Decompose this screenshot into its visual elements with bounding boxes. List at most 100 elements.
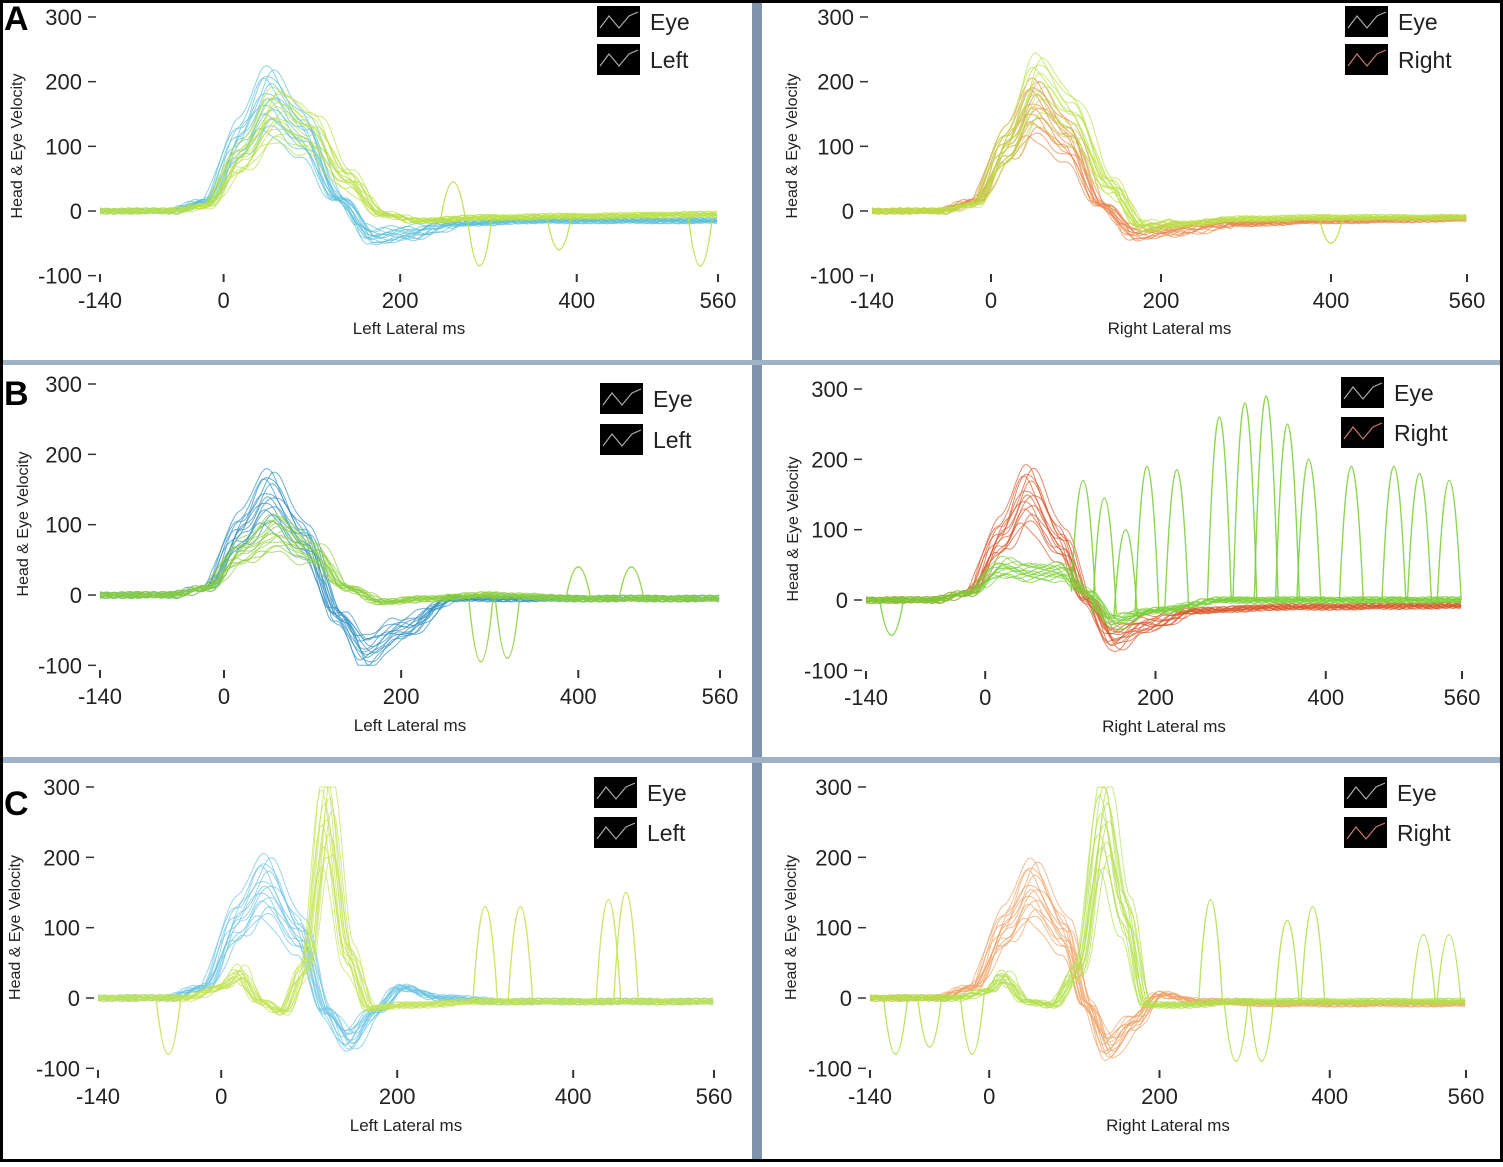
- legend-label: Right: [1397, 820, 1451, 846]
- legend-item-eye: Eye: [600, 383, 693, 414]
- y-tick-label: -100: [38, 653, 82, 678]
- eye-trace: [871, 57, 1467, 233]
- eye-trace: [97, 786, 714, 1017]
- wave-icon: [1347, 49, 1387, 67]
- x-axis-label: Left Lateral ms: [354, 716, 466, 735]
- eye-spike: [959, 994, 985, 1055]
- y-tick-label: 100: [815, 916, 852, 941]
- x-axis-label: Right Lateral ms: [1106, 1116, 1230, 1135]
- y-axis-label: Head & Eye Velocity: [783, 855, 800, 1000]
- legend-item-left: Left: [594, 817, 686, 848]
- y-tick-label: 300: [45, 372, 82, 397]
- y-tick-label: -100: [810, 264, 854, 289]
- divider-ab: [0, 360, 1503, 365]
- y-tick-label: 0: [840, 986, 852, 1011]
- legend-item-eye: Eye: [597, 6, 690, 37]
- y-tick-label: 0: [70, 583, 82, 608]
- eye-trace: [97, 786, 714, 1017]
- x-tick-label: -140: [844, 685, 888, 710]
- x-axis-label: Left Lateral ms: [350, 1116, 462, 1135]
- y-axis-label: Head & Eye Velocity: [785, 457, 802, 602]
- wave-icon: [1343, 422, 1383, 440]
- eye-trace: [865, 562, 1462, 625]
- legend-swatch: [600, 383, 643, 414]
- series-eye: [97, 786, 714, 1055]
- x-tick-label: 200: [383, 684, 420, 709]
- x-tick-label: 560: [1449, 288, 1486, 313]
- y-tick-label: 100: [45, 513, 82, 538]
- eye-spike: [546, 216, 573, 251]
- y-axis-label: Head & Eye Velocity: [784, 74, 801, 219]
- wave-icon: [1343, 382, 1383, 400]
- legend-item-eye: Eye: [594, 777, 687, 808]
- y-tick-label: 0: [70, 199, 82, 224]
- eye-trace: [99, 97, 718, 224]
- panel-3: B 300 200 100 0 -100 -140 0 200 400 560 Left Latera…: [4, 372, 738, 735]
- legend-label: Eye: [1397, 780, 1437, 806]
- eye-spike: [1296, 458, 1322, 601]
- eye-trace: [99, 90, 718, 224]
- eye-trace: [99, 515, 720, 604]
- x-tick-label: -140: [848, 1084, 892, 1109]
- eye-trace: [871, 98, 1467, 228]
- panel-2: 300 200 100 0 -100-140 0 200 400 560 Right Latera…: [784, 5, 1485, 338]
- y-tick-label: 100: [817, 134, 854, 159]
- eye-spike: [1223, 1001, 1249, 1062]
- series-eye: [865, 395, 1462, 636]
- eye-spike: [1113, 528, 1139, 619]
- x-tick-label: -140: [78, 288, 122, 313]
- eye-spike: [565, 566, 592, 599]
- x-tick-label: 560: [1448, 1084, 1485, 1109]
- x-tick-label: 400: [1313, 288, 1350, 313]
- x-tick-label: 200: [1143, 288, 1180, 313]
- panel-letter: B: [4, 375, 29, 413]
- eye-spike: [687, 214, 714, 267]
- eye-trace: [865, 563, 1462, 625]
- head-trace: [871, 87, 1467, 242]
- x-tick-label: 0: [215, 1084, 227, 1109]
- y-tick-label: 100: [811, 518, 848, 543]
- y-axis-label: Head & Eye Velocity: [7, 855, 24, 1000]
- eye-trace: [871, 64, 1467, 233]
- x-axis-label: Right Lateral ms: [1108, 319, 1232, 338]
- eye-spike: [1197, 899, 1224, 1004]
- eye-spike: [1091, 497, 1118, 615]
- x-tick-label: 0: [985, 288, 997, 313]
- x-tick-label: 560: [696, 1084, 733, 1109]
- y-tick-label: 300: [45, 5, 82, 30]
- legend-label: Eye: [653, 386, 693, 412]
- x-axis-label: Right Lateral ms: [1102, 717, 1226, 736]
- legend-label: Eye: [647, 780, 687, 806]
- x-tick-label: 560: [702, 684, 739, 709]
- legend-swatch: [1341, 377, 1384, 408]
- eye-spike: [1410, 934, 1437, 1002]
- y-tick-label: 200: [45, 70, 82, 95]
- eye-spike: [507, 906, 534, 1002]
- x-tick-label: 400: [1307, 685, 1344, 710]
- y-tick-label: 300: [811, 377, 848, 402]
- wave-icon: [602, 388, 642, 406]
- eye-spike: [612, 891, 640, 1002]
- legend-swatch: [1344, 817, 1387, 848]
- eye-spike: [595, 899, 622, 1002]
- legend-item-eye: Eye: [1344, 777, 1437, 808]
- y-tick-label: 0: [842, 199, 854, 224]
- x-tick-label: 400: [560, 684, 597, 709]
- y-tick-label: 100: [43, 916, 80, 941]
- x-tick-label: 560: [1444, 685, 1481, 710]
- eye-trace: [99, 519, 720, 606]
- eye-spike: [878, 599, 905, 636]
- legend-item-right: Right: [1341, 417, 1448, 448]
- y-tick-label: -100: [804, 658, 848, 683]
- eye-trace: [99, 86, 718, 224]
- x-tick-label: 0: [217, 288, 229, 313]
- y-tick-label: 300: [817, 5, 854, 30]
- legend-label: Left: [647, 820, 686, 846]
- panel-5: C 300 200 100 0 -100 -140 0 200 400 560 Left Latera…: [4, 775, 732, 1135]
- eye-spike: [1164, 469, 1190, 609]
- legend-swatch: [1344, 777, 1387, 808]
- legend-swatch: [597, 44, 640, 75]
- legend-item-left: Left: [600, 424, 692, 455]
- eye-spike: [618, 566, 645, 599]
